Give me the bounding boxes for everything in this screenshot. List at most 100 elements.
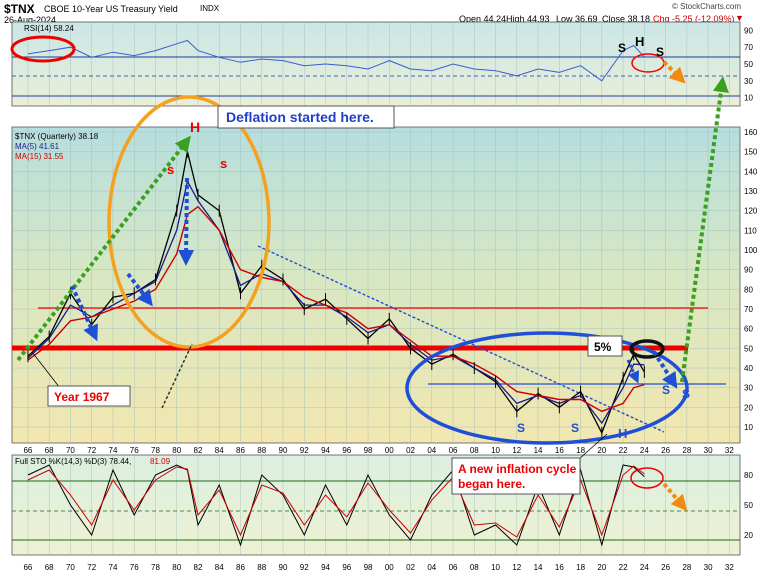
x-tick-label: 68 xyxy=(45,563,54,572)
x-tick-label: 02 xyxy=(406,563,415,572)
x-tick-label: 92 xyxy=(300,446,309,455)
x-tick-label: 78 xyxy=(151,446,160,455)
x-tick-label: 94 xyxy=(321,446,330,455)
x-tick-label: 20 xyxy=(597,563,606,572)
x-tick-label: 96 xyxy=(342,563,351,572)
recent-shoulder-1: S xyxy=(662,383,670,397)
blue-arrow-4 xyxy=(652,350,678,389)
price-tick-label: 120 xyxy=(744,207,758,216)
bottom-shoulder-1: S xyxy=(517,421,525,435)
x-tick-label: 84 xyxy=(215,563,224,572)
bottom-head: H xyxy=(618,426,627,441)
price-tick-label: 30 xyxy=(744,384,753,393)
x-tick-label: 20 xyxy=(597,446,606,455)
price-legend-title: $TNX (Quarterly) 38.18 xyxy=(15,132,99,141)
price-tick-label: 40 xyxy=(744,364,753,373)
x-tick-label: 28 xyxy=(682,446,691,455)
rsi-label: RSI(14) 58.24 xyxy=(24,24,74,33)
x-tick-label: 08 xyxy=(470,563,479,572)
callout-line-1967 xyxy=(31,351,61,389)
blue-arrow-1 xyxy=(70,285,98,342)
x-tick-label: 08 xyxy=(470,446,479,455)
x-tick-label: 12 xyxy=(512,446,521,455)
x-tick-label: 80 xyxy=(172,446,181,455)
x-tick-label: 18 xyxy=(576,446,585,455)
green-up-arrow-right xyxy=(680,76,729,383)
price-tick-label: 140 xyxy=(744,167,758,176)
x-tick-label: 24 xyxy=(640,563,649,572)
date: 26-Aug-2024 xyxy=(4,15,57,25)
x-tick-label: 28 xyxy=(682,563,691,572)
price-tick-label: 90 xyxy=(744,266,753,275)
x-tick-label: 98 xyxy=(364,446,373,455)
x-tick-label: 32 xyxy=(725,563,734,572)
price-tick-label: 60 xyxy=(744,325,753,334)
sto-d-line xyxy=(27,465,645,538)
sto-panel xyxy=(11,454,741,556)
high-value: High 44.93 xyxy=(506,14,550,24)
price-tick-label: 80 xyxy=(744,285,753,294)
green-up-arrow-left xyxy=(16,135,191,362)
x-tick-label: 14 xyxy=(534,563,543,572)
price-legend-ma15: MA(15) 31.55 xyxy=(15,152,64,161)
x-tick-label: 10 xyxy=(491,563,500,572)
inflation-text-1: A new inflation cycle xyxy=(458,462,577,476)
rsi-shoulder-right: S xyxy=(656,45,664,59)
x-tick-label: 00 xyxy=(385,446,394,455)
inflation-callout xyxy=(451,457,581,495)
low-value: Low 36.69 xyxy=(556,14,598,24)
blue-arrow-3 xyxy=(178,177,195,266)
x-tick-label: 70 xyxy=(66,446,75,455)
x-tick-label: 82 xyxy=(194,446,203,455)
open-value: Open 44.24 xyxy=(459,14,507,24)
price-tick-label: 130 xyxy=(744,187,758,196)
orange-arrow-rsi xyxy=(662,60,686,84)
sto-label-b: 81.09 xyxy=(150,457,171,466)
x-tick-label: 16 xyxy=(555,563,564,572)
callout-line-deflation xyxy=(161,343,193,409)
x-tick-label: 24 xyxy=(640,446,649,455)
x-tick-label: 04 xyxy=(427,563,436,572)
rsi-tick-label: 30 xyxy=(744,77,753,86)
price-tick-label: 100 xyxy=(744,246,758,255)
bottom-shoulder-2: S xyxy=(571,421,579,435)
rsi-panel xyxy=(11,21,741,107)
sto-label-a: Full STO %K(14,3) %D(3) 78.44, xyxy=(15,457,131,466)
x-tick-label: 88 xyxy=(257,563,266,572)
x-tick-label: 72 xyxy=(87,446,96,455)
price-tick-label: 50 xyxy=(744,344,753,353)
downtrend-line xyxy=(257,245,665,433)
price-tick-label: 10 xyxy=(744,423,753,432)
inflation-text-2: began here. xyxy=(458,477,525,491)
x-tick-label: 32 xyxy=(725,446,734,455)
x-tick-label: 74 xyxy=(109,563,118,572)
x-tick-label: 06 xyxy=(449,563,458,572)
x-tick-label: 86 xyxy=(236,446,245,455)
change-down-icon: ▼ xyxy=(735,13,744,23)
rsi-shoulder-left: S xyxy=(618,41,626,55)
close-value: Close 38.18 xyxy=(602,14,651,24)
x-tick-label: 82 xyxy=(194,563,203,572)
price-tick-label: 160 xyxy=(744,128,758,137)
x-tick-label: 96 xyxy=(342,446,351,455)
x-tick-label: 80 xyxy=(172,563,181,572)
x-tick-label: 94 xyxy=(321,563,330,572)
x-tick-label: 16 xyxy=(555,446,564,455)
black-ellipse xyxy=(629,339,665,359)
five-pct-text: 5% xyxy=(594,340,612,354)
recent-shoulder-2: S xyxy=(682,387,690,401)
security-name: CBOE 10-Year US Treasury Yield xyxy=(44,4,178,14)
rsi-head: H xyxy=(635,34,644,49)
orange-arrow-sto xyxy=(662,482,688,512)
x-tick-label: 06 xyxy=(449,446,458,455)
blue-ellipse xyxy=(405,331,689,445)
x-tick-label: 72 xyxy=(87,563,96,572)
five-pct-callout xyxy=(587,335,623,357)
rsi-series-line xyxy=(27,39,645,82)
x-tick-label: 66 xyxy=(23,563,32,572)
shoulder-right-label: s xyxy=(220,156,227,171)
x-tick-label: 90 xyxy=(279,563,288,572)
x-tick-label: 90 xyxy=(279,446,288,455)
head-label: H xyxy=(190,119,200,135)
